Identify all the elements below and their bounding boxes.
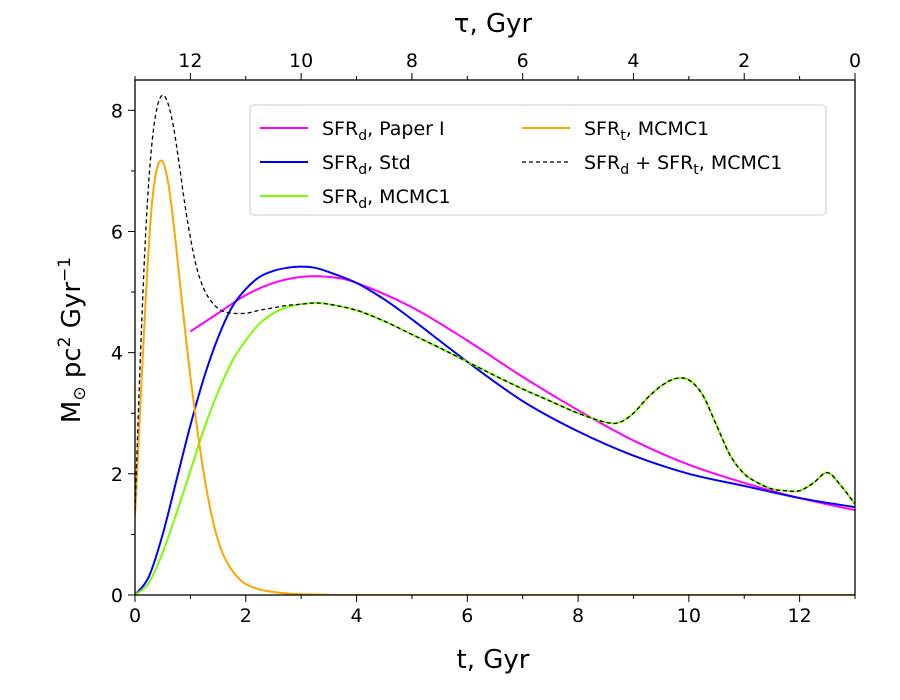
plot-frame <box>134 79 856 596</box>
legend-label: SFRt, MCMC1 <box>584 118 709 144</box>
y-title-pc: pc <box>57 347 87 386</box>
x-tick-label: 0 <box>129 605 141 627</box>
top-tick-label: 8 <box>406 50 418 72</box>
svg-text:M⊙ pc2 Gyr−1: M⊙ pc2 Gyr−1 <box>55 257 90 423</box>
top-tick-label: 4 <box>627 50 639 72</box>
y-axis-title: M⊙ pc2 Gyr−1 <box>55 257 90 423</box>
y-tick-label: 2 <box>111 464 123 486</box>
x-axis-title: t, Gyr <box>457 645 530 675</box>
legend-label: SFRd, MCMC1 <box>322 186 451 212</box>
x-tick-label: 10 <box>677 605 701 627</box>
y-title-m: M <box>57 401 87 423</box>
series-line <box>135 301 855 595</box>
series-line <box>135 94 855 511</box>
legend: SFRd, Paper I SFRt, MCMC1 SFRd, Std SFRd + … <box>249 104 827 216</box>
y-tick-label: 0 <box>111 585 123 607</box>
legend-label: SFRd + SFRt, MCMC1 <box>584 152 782 178</box>
legend-box <box>249 104 827 216</box>
series-layer <box>135 94 855 595</box>
y-title-gyr-exp: −1 <box>55 257 75 282</box>
y-tick-label: 4 <box>111 343 123 365</box>
top-tick-label: 10 <box>289 50 313 72</box>
series-line <box>135 159 855 595</box>
top-tick-label: 12 <box>178 50 202 72</box>
y-title-gyr: Gyr <box>57 282 87 337</box>
x-tick-label: 8 <box>572 605 584 627</box>
series-line <box>135 265 855 595</box>
legend-label: SFRd, Paper I <box>322 118 445 144</box>
x-tick-label: 6 <box>461 605 473 627</box>
x-tick-label: 12 <box>788 605 812 627</box>
y-tick-label: 8 <box>111 100 123 122</box>
tick-layer <box>128 73 856 602</box>
x-tick-label: 4 <box>350 605 362 627</box>
legend-label: SFRd, Std <box>322 152 411 178</box>
series-line <box>189 275 855 512</box>
top-tick-label: 0 <box>849 50 861 72</box>
top-tick-label: 2 <box>738 50 750 72</box>
y-title-sun: ⊙ <box>70 386 90 400</box>
y-tick-label: 6 <box>111 221 123 243</box>
y-title-pc-exp: 2 <box>55 336 75 347</box>
top-x-axis-title: τ, Gyr <box>454 9 533 39</box>
top-tick-label: 6 <box>517 50 529 72</box>
x-tick-label: 2 <box>240 605 252 627</box>
